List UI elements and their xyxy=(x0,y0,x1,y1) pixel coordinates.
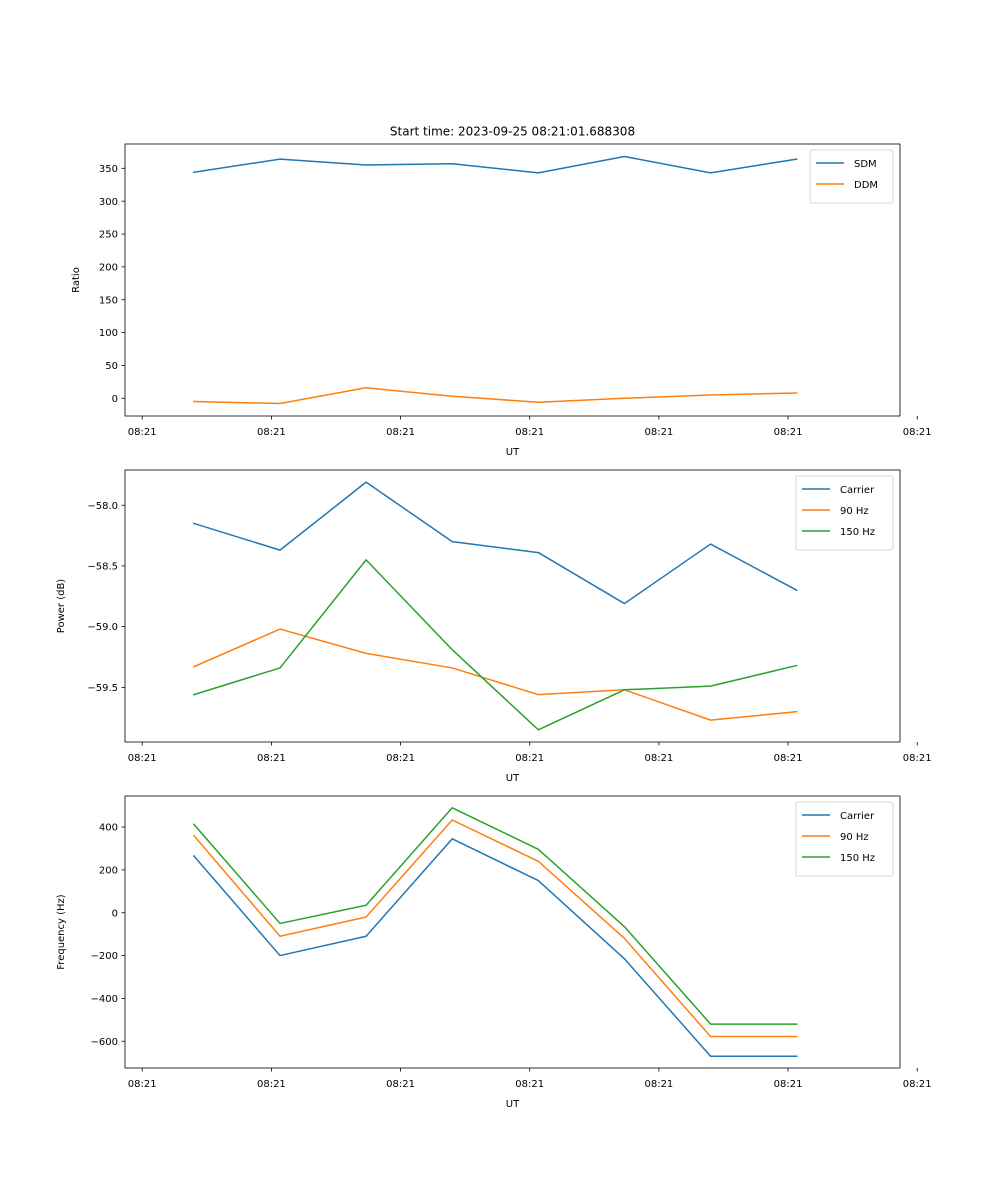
x-tick-label: 08:21 xyxy=(644,1079,673,1090)
x-axis-label: UT xyxy=(506,447,520,458)
y-tick-label: 200 xyxy=(99,865,118,876)
x-axis-label: UT xyxy=(506,1099,520,1110)
x-tick-label: 08:21 xyxy=(386,427,415,438)
series-line-sdm xyxy=(193,155,798,174)
series-line-150-hz xyxy=(192,807,798,1025)
y-tick-label: 250 xyxy=(99,230,118,241)
legend-entry: 90 Hz xyxy=(840,832,869,843)
y-tick-label: 350 xyxy=(99,164,118,175)
x-axis-label: UT xyxy=(506,773,520,784)
y-tick-label: −59.5 xyxy=(87,683,118,694)
power-chart: 08:21 08:21 08:21 08:21 08:21 08:21 08:21 −59.5… xyxy=(56,469,932,784)
series-line-150-hz xyxy=(192,559,798,731)
x-tick-label: 08:21 xyxy=(257,427,286,438)
y-axis-label: Frequency (Hz) xyxy=(56,894,67,970)
x-tick-label: 08:21 xyxy=(386,753,415,764)
x-tick-label: 08:21 xyxy=(903,1079,932,1090)
legend-entry: Carrier xyxy=(840,811,875,822)
plot-frame xyxy=(124,469,901,743)
x-tick-label: 08:21 xyxy=(644,427,673,438)
x-tick-label: 08:21 xyxy=(644,753,673,764)
y-tick-label: 150 xyxy=(99,295,118,306)
series-line-ddm xyxy=(193,387,798,405)
x-tick-label: 08:21 xyxy=(386,1079,415,1090)
x-tick-label: 08:21 xyxy=(903,753,932,764)
series-line-90-hz xyxy=(192,819,798,1038)
y-tick-label: 50 xyxy=(105,361,118,372)
y-tick-label: −600 xyxy=(91,1037,118,1048)
x-tick-label: 08:21 xyxy=(257,1079,286,1090)
series-line-carrier xyxy=(192,481,798,605)
x-tick-label: 08:21 xyxy=(774,753,803,764)
x-tick-label: 08:21 xyxy=(257,753,286,764)
x-tick-label: 08:21 xyxy=(128,753,157,764)
y-tick-label: −58.5 xyxy=(87,562,118,573)
legend: Carrier 90 Hz 150 Hz xyxy=(795,475,894,551)
x-tick-label: 08:21 xyxy=(128,427,157,438)
x-tick-label: 08:21 xyxy=(903,427,932,438)
x-tick-label: 08:21 xyxy=(774,427,803,438)
legend-entry: SDM xyxy=(854,159,877,170)
legend-entry: 90 Hz xyxy=(840,506,869,517)
y-tick-label: 100 xyxy=(99,328,118,339)
legend-entry: 150 Hz xyxy=(840,527,875,538)
y-tick-label: 0 xyxy=(112,394,118,405)
y-tick-label: 0 xyxy=(112,908,118,919)
y-tick-label: 400 xyxy=(99,823,118,834)
y-tick-label: 300 xyxy=(99,197,118,208)
series-line-carrier xyxy=(192,838,798,1057)
y-tick-label: 200 xyxy=(99,262,118,273)
legend-entry: 150 Hz xyxy=(840,853,875,864)
series-line-90-hz xyxy=(192,628,798,721)
y-axis-label: Ratio xyxy=(71,267,82,293)
x-tick-label: 08:21 xyxy=(515,753,544,764)
legend: Carrier 90 Hz 150 Hz xyxy=(795,801,894,877)
legend-box xyxy=(809,149,894,204)
legend-entry: Carrier xyxy=(840,485,875,496)
y-tick-label: −200 xyxy=(91,951,118,962)
plot-frame xyxy=(124,795,901,1069)
y-tick-label: −59.0 xyxy=(87,622,118,633)
plot-frame xyxy=(124,143,901,417)
x-tick-label: 08:21 xyxy=(128,1079,157,1090)
x-tick-label: 08:21 xyxy=(515,1079,544,1090)
legend: SDM DDM xyxy=(809,149,894,204)
frequency-chart: 08:21 08:21 08:21 08:21 08:21 08:21 08:21 −600 −… xyxy=(56,795,932,1110)
y-axis-label: Power (dB) xyxy=(56,579,67,634)
y-tick-label: −58.0 xyxy=(87,501,118,512)
y-tick-label: −400 xyxy=(91,994,118,1005)
legend-entry: DDM xyxy=(854,180,878,191)
figure-title: Start time: 2023-09-25 08:21:01.688308 xyxy=(390,125,635,139)
x-tick-label: 08:21 xyxy=(774,1079,803,1090)
x-tick-label: 08:21 xyxy=(515,427,544,438)
ratio-chart: 08:21 08:21 08:21 08:21 08:21 08:21 08:21 0 50 10… xyxy=(71,143,932,458)
